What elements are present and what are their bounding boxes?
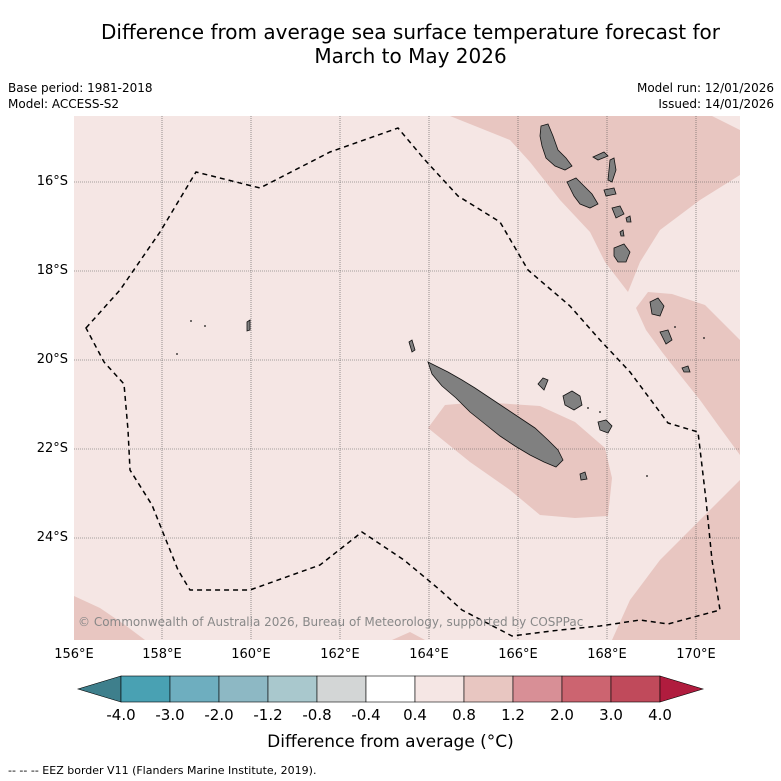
- colorbar-tick-label: 2.0: [550, 706, 574, 724]
- colorbar-segment: [414, 675, 465, 703]
- lat-label-20s: 20°S: [36, 352, 68, 367]
- isle-of-pines: [579, 471, 588, 481]
- ouvea-island: [537, 377, 549, 391]
- lon-label-156e: 156°E: [54, 647, 94, 662]
- ambrym-island: [603, 187, 617, 197]
- colorbar-arrow-low: [76, 675, 122, 703]
- colorbar-segment: [169, 675, 220, 703]
- mare-island: [597, 419, 613, 434]
- small-island-1: [625, 215, 632, 223]
- lon-label-168e: 168°E: [587, 647, 627, 662]
- anomaly-region-south: [392, 632, 425, 640]
- colorbar-tick-label: 1.2: [501, 706, 525, 724]
- colorbar-tick-label: 0.8: [452, 706, 476, 724]
- land-masses: [246, 123, 691, 481]
- colorbar-tick-label: -3.0: [155, 706, 185, 724]
- model-label: Model: ACCESS-S2: [8, 97, 120, 111]
- epi-island: [611, 205, 625, 219]
- lon-label-162e: 162°E: [320, 647, 360, 662]
- malekula-island: [566, 177, 599, 209]
- lon-label-164e: 164°E: [409, 647, 449, 662]
- meta-right: Model run: 12/01/2026 Issued: 14/01/2026: [637, 80, 774, 112]
- lat-label-18s: 18°S: [36, 263, 68, 278]
- chart-title-line1: Difference from average sea surface temp…: [100, 20, 720, 44]
- colorbar-title: Difference from average (°C): [267, 732, 514, 752]
- colorbar-segment: [316, 675, 367, 703]
- copyright-text: © Commonwealth of Australia 2026, Bureau…: [78, 615, 583, 629]
- colorbar-tick-label: -1.2: [253, 706, 283, 724]
- aneityum-island: [681, 365, 691, 373]
- erromango-island: [649, 297, 665, 317]
- pentecost-island: [607, 157, 617, 183]
- colorbar-tick-label: -4.0: [106, 706, 136, 724]
- lifou-island: [562, 390, 583, 411]
- lat-label-24s: 24°S: [36, 530, 68, 545]
- colorbar: [76, 675, 705, 703]
- lon-label-158e: 158°E: [142, 647, 182, 662]
- eez-legend-footnote: -- -- -- EEZ border V11 (Flanders Marine…: [8, 764, 317, 777]
- anomaly-region-new-caledonia: [428, 402, 612, 518]
- base-period-label: Base period: 1981-2018: [8, 81, 153, 95]
- colorbar-segment: [267, 675, 318, 703]
- tanna-island: [659, 329, 673, 345]
- issued-label: Issued: 14/01/2026: [658, 97, 774, 111]
- lon-label-170e: 170°E: [676, 647, 716, 662]
- colorbar-segment: [463, 675, 514, 703]
- chart-title: Difference from average sea surface temp…: [0, 20, 781, 68]
- colorbar-segment: [365, 675, 416, 703]
- new-caledonia-island: [427, 361, 564, 468]
- model-run-label: Model run: 12/01/2026: [636, 81, 774, 95]
- colorbar-segment: [610, 675, 661, 703]
- espiritu-santo-island: [539, 123, 573, 171]
- colorbar-arrow-high: [659, 675, 705, 703]
- maewo-island: [592, 151, 609, 161]
- gridlines: [74, 116, 740, 640]
- chart-title-line2: March to May 2026: [314, 44, 507, 68]
- lon-label-160e: 160°E: [231, 647, 271, 662]
- colorbar-tick-label: 3.0: [599, 706, 623, 724]
- lon-label-166e: 166°E: [498, 647, 538, 662]
- colorbar-tick-label: 0.4: [403, 706, 427, 724]
- colorbar-tick-label: -0.4: [351, 706, 381, 724]
- small-reefs: [176, 320, 705, 477]
- colorbar-tick-label: -2.0: [204, 706, 234, 724]
- colorbar-segment: [512, 675, 563, 703]
- chesterfield-reef: [246, 319, 251, 332]
- colorbar-tick-label: -0.8: [302, 706, 332, 724]
- colorbar-segment: [120, 675, 171, 703]
- eez-border: [85, 127, 721, 637]
- small-island-2: [619, 229, 625, 237]
- colorbar-segment: [218, 675, 269, 703]
- meta-left: Base period: 1981-2018 Model: ACCESS-S2: [8, 80, 153, 112]
- colorbar-segment: [561, 675, 612, 703]
- colorbar-tick-label: 4.0: [648, 706, 672, 724]
- efate-island: [613, 243, 631, 263]
- lat-label-22s: 22°S: [36, 441, 68, 456]
- belep-island: [408, 339, 416, 353]
- anomaly-region-southwest: [74, 596, 145, 640]
- lat-label-16s: 16°S: [36, 174, 68, 189]
